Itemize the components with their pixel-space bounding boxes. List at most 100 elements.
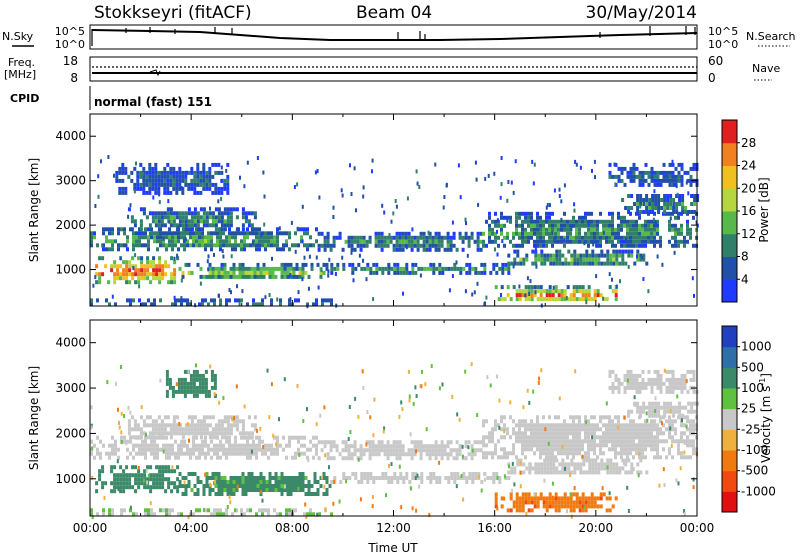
power-cell bbox=[117, 231, 120, 236]
power-cell bbox=[264, 239, 267, 244]
velocity-cell bbox=[546, 466, 550, 471]
velocity-cell bbox=[626, 451, 629, 456]
power-cell bbox=[247, 274, 251, 279]
power-cell bbox=[647, 182, 651, 187]
velocity-cell bbox=[137, 485, 141, 490]
velocity-cell bbox=[228, 443, 231, 448]
velocity-cell bbox=[91, 475, 94, 480]
power-cell bbox=[315, 239, 318, 244]
power-cell bbox=[522, 257, 526, 262]
power-cell bbox=[675, 206, 679, 210]
power-cell bbox=[669, 194, 673, 198]
velocity-cell bbox=[509, 451, 512, 456]
power-cell bbox=[152, 256, 156, 261]
power-cell bbox=[168, 235, 171, 240]
velocity-cell bbox=[140, 473, 144, 478]
velocity-cell bbox=[145, 435, 149, 440]
power-cell bbox=[602, 296, 605, 301]
time-axis-label: Time UT bbox=[367, 541, 418, 554]
velocity-cell bbox=[677, 443, 680, 448]
velocity-cell bbox=[187, 427, 191, 432]
velocity-cell bbox=[518, 504, 522, 509]
power-cell bbox=[428, 235, 432, 240]
power-cell bbox=[518, 231, 521, 236]
power-cell bbox=[593, 223, 596, 228]
velocity-cell bbox=[320, 448, 324, 453]
velocity-cell bbox=[429, 476, 433, 480]
power-cell bbox=[238, 302, 241, 307]
power-cell bbox=[584, 215, 587, 220]
velocity-cell bbox=[606, 465, 609, 470]
power-cell bbox=[542, 235, 545, 240]
power-cell bbox=[133, 186, 137, 191]
power-cell bbox=[97, 174, 100, 179]
velocity-cell bbox=[471, 472, 475, 476]
power-cell bbox=[214, 274, 218, 279]
power-cell bbox=[623, 223, 626, 228]
power-cell bbox=[256, 156, 259, 160]
velocity-cell bbox=[575, 439, 578, 444]
power-cell bbox=[590, 297, 594, 302]
velocity-cell bbox=[273, 435, 276, 440]
velocity-cell bbox=[611, 435, 614, 440]
power-cell bbox=[144, 231, 147, 236]
velocity-cell bbox=[545, 508, 549, 513]
power-cell bbox=[494, 235, 497, 240]
velocity-cell bbox=[198, 455, 201, 460]
power-cell bbox=[575, 235, 578, 240]
velocity-cell bbox=[683, 509, 686, 514]
power-cell bbox=[139, 182, 143, 187]
velocity-cell bbox=[202, 419, 206, 424]
velocity-cell bbox=[431, 452, 435, 457]
velocity-cell bbox=[686, 389, 690, 394]
velocity-cell bbox=[537, 466, 541, 471]
velocity-cell bbox=[222, 447, 225, 452]
velocity-cell bbox=[561, 466, 565, 471]
velocity-cell bbox=[644, 443, 647, 448]
power-cell bbox=[432, 262, 436, 267]
velocity-cell bbox=[601, 486, 604, 491]
velocity-cell bbox=[130, 415, 134, 420]
velocity-cell bbox=[347, 456, 351, 461]
power-cell bbox=[459, 266, 463, 271]
velocity-cell bbox=[575, 492, 579, 497]
power-cell bbox=[377, 231, 381, 236]
power-cell bbox=[190, 170, 194, 175]
velocity-cell bbox=[569, 496, 573, 501]
power-cell bbox=[515, 223, 518, 228]
power-cell bbox=[554, 239, 557, 244]
power-cell bbox=[572, 239, 575, 244]
velocity-cell bbox=[420, 480, 424, 484]
power-cell bbox=[593, 297, 597, 302]
velocity-cell bbox=[471, 476, 475, 480]
velocity-cell bbox=[378, 476, 382, 480]
power-cell bbox=[258, 231, 261, 236]
power-cell bbox=[163, 190, 167, 195]
velocity-cell bbox=[491, 435, 494, 440]
power-cell bbox=[181, 223, 185, 228]
velocity-cell bbox=[271, 488, 275, 492]
velocity-cell bbox=[566, 447, 569, 452]
power-cell bbox=[672, 198, 676, 202]
power-cell bbox=[671, 174, 675, 179]
power-cell bbox=[671, 178, 675, 183]
power-cell bbox=[573, 249, 577, 254]
velocity-cell bbox=[261, 512, 264, 517]
power-cell bbox=[611, 239, 614, 244]
power-cell bbox=[138, 239, 141, 244]
power-cell bbox=[545, 239, 548, 244]
power-cell bbox=[657, 202, 661, 206]
velocity-colorbar-tick-label: -25 bbox=[741, 422, 761, 436]
power-cell bbox=[548, 235, 551, 240]
power-cell bbox=[531, 249, 535, 254]
power-cell bbox=[623, 239, 626, 244]
velocity-cell bbox=[195, 508, 198, 513]
power-cell bbox=[121, 190, 125, 195]
power-cell bbox=[560, 217, 563, 222]
velocity-cell bbox=[600, 466, 604, 471]
velocity-cell bbox=[596, 504, 600, 509]
power-cell bbox=[617, 239, 620, 244]
power-cell bbox=[374, 239, 378, 244]
power-cell bbox=[113, 264, 117, 269]
power-cell bbox=[557, 239, 560, 244]
